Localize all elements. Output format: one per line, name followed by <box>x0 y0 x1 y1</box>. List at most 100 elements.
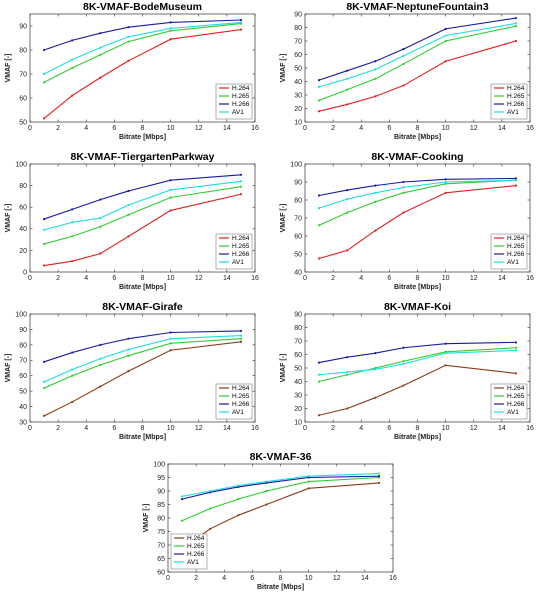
x-tick-label: 8 <box>416 125 420 132</box>
series-line-av1 <box>318 179 516 209</box>
data-point <box>239 18 243 22</box>
x-tick-label: 2 <box>56 275 60 282</box>
y-tick-label: 60 <box>19 95 27 102</box>
y-tick-label: 10 <box>294 119 302 126</box>
x-tick-label: 16 <box>251 275 259 282</box>
data-point <box>169 331 172 334</box>
data-point <box>99 252 102 255</box>
data-point <box>444 352 447 355</box>
x-tick-label: 10 <box>442 275 450 282</box>
x-tick-label: 4 <box>84 425 88 432</box>
data-point <box>169 27 172 30</box>
x-axis-label: Bitrate [Mbps] <box>119 434 166 441</box>
data-point <box>42 242 46 246</box>
x-axis-label: Bitrate [Mbps] <box>257 584 304 591</box>
data-point <box>402 191 405 194</box>
series-h-266 <box>317 177 518 197</box>
data-point <box>169 21 172 24</box>
data-point <box>402 362 405 366</box>
data-point <box>99 343 102 346</box>
chart-title: 8K-VMAF-NeptuneFountain3 <box>346 1 488 13</box>
data-point <box>42 117 46 120</box>
data-point <box>239 340 243 343</box>
data-point <box>374 200 377 203</box>
series-line-h-266 <box>43 330 241 363</box>
data-point <box>99 363 102 367</box>
chart-title: 8K-VMAF-Girafe <box>102 301 183 313</box>
data-point <box>444 191 447 194</box>
legend-box <box>490 233 528 270</box>
series-h-266 <box>180 475 381 501</box>
data-point <box>514 22 518 25</box>
data-point <box>237 484 240 487</box>
data-point <box>374 368 377 371</box>
y-tick-label: 100 <box>15 311 27 318</box>
y-tick-label: 80 <box>19 342 27 349</box>
data-point <box>169 342 172 345</box>
series-h-266 <box>42 18 243 52</box>
data-point <box>346 356 349 359</box>
y-tick-label: 50 <box>294 251 302 258</box>
x-tick-label: 2 <box>56 125 60 132</box>
x-tick-label: 14 <box>223 125 231 132</box>
data-point <box>71 208 74 211</box>
y-tick-label: 20 <box>294 106 302 113</box>
x-tick-label: 10 <box>167 425 175 432</box>
y-axis-label: VMAF [-] <box>5 354 12 383</box>
data-point <box>374 191 377 194</box>
x-tick-label: 16 <box>526 425 534 432</box>
y-tick-label: 80 <box>294 25 302 32</box>
chart-svg: 8K-VMAF-Koi 0 2 4 6 8 10 12 14 16 10 20 30 40 50 60 70 80… <box>280 301 534 441</box>
y-axis-label: VMAF [-] <box>280 54 287 83</box>
data-point <box>169 337 172 340</box>
x-tick-label: 8 <box>141 125 145 132</box>
chart-svg: 8K-VMAF-BodeMuseum 0 2 4 6 8 10 12 14 16 50 60 70 80 9… <box>5 1 259 141</box>
y-tick-label: 40 <box>19 226 27 233</box>
legend-label: AV1 <box>507 409 519 416</box>
data-point <box>169 349 172 352</box>
data-point <box>239 193 243 196</box>
x-tick-label: 8 <box>141 275 145 282</box>
x-tick-label: 12 <box>333 575 341 582</box>
data-point <box>239 180 243 183</box>
x-tick-label: 12 <box>195 275 203 282</box>
data-point <box>42 386 46 390</box>
data-point <box>71 400 74 404</box>
x-tick-label: 4 <box>359 125 363 132</box>
x-tick-label: 12 <box>470 275 478 282</box>
legend-label: H.265 <box>507 93 525 100</box>
data-point <box>444 60 447 63</box>
series-av1 <box>317 349 518 376</box>
data-point <box>444 39 447 43</box>
data-point <box>346 211 349 214</box>
x-tick-label: 8 <box>416 275 420 282</box>
x-tick-label: 12 <box>470 425 478 432</box>
y-tick-label: 75 <box>157 529 165 536</box>
chart-panel-neptunefountain3: 8K-VMAF-NeptuneFountain3 0 2 4 6 8 10 12 14 16 10 2… <box>275 0 550 150</box>
legend-label: H.264 <box>507 385 525 392</box>
data-point <box>402 62 405 66</box>
series-h-264 <box>317 364 518 417</box>
x-tick-label: 6 <box>112 275 116 282</box>
data-point <box>346 189 349 192</box>
data-point <box>307 480 310 483</box>
data-point <box>514 372 518 375</box>
data-point <box>180 495 184 498</box>
legend-label: H.265 <box>232 243 250 250</box>
data-point <box>209 489 212 493</box>
series-line-av1 <box>43 180 242 231</box>
series-h-264 <box>42 193 243 267</box>
y-tick-label: 50 <box>19 389 27 396</box>
chart-title: 8K-VMAF-Koi <box>384 301 451 313</box>
chart-svg: 8K-VMAF-36 0 2 4 6 8 10 12 14 16 60 65 70 75 80 85 90 95 1… <box>143 451 397 591</box>
x-tick-label: 0 <box>166 575 170 582</box>
data-point <box>346 103 349 106</box>
data-point <box>317 414 321 417</box>
y-axis-label: VMAF [-] <box>5 54 12 83</box>
data-point <box>444 364 447 367</box>
x-tick-label: 12 <box>195 125 203 132</box>
x-tick-label: 10 <box>442 425 450 432</box>
